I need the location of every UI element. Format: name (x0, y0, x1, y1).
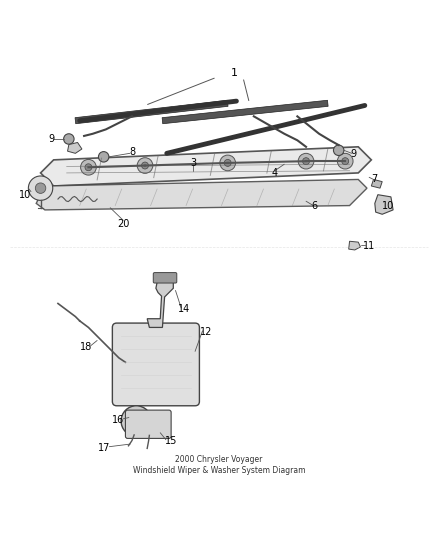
Text: 12: 12 (200, 327, 212, 337)
Text: 18: 18 (80, 342, 92, 352)
Circle shape (342, 158, 349, 165)
Circle shape (337, 154, 353, 169)
FancyBboxPatch shape (113, 323, 199, 406)
Polygon shape (36, 180, 367, 210)
Text: 8: 8 (129, 148, 135, 157)
Text: 1: 1 (231, 68, 238, 78)
Text: 14: 14 (178, 304, 190, 314)
Text: 4: 4 (272, 168, 278, 178)
Circle shape (220, 155, 236, 171)
Polygon shape (41, 147, 371, 186)
Text: 15: 15 (165, 437, 177, 447)
Text: 10: 10 (382, 201, 394, 212)
Text: 11: 11 (363, 240, 375, 251)
Text: 16: 16 (112, 415, 124, 425)
Text: 20: 20 (117, 219, 130, 229)
Circle shape (298, 154, 314, 169)
Circle shape (141, 162, 148, 169)
Circle shape (303, 158, 310, 165)
PathPatch shape (75, 100, 228, 124)
Polygon shape (147, 277, 173, 327)
Text: 9: 9 (351, 149, 357, 159)
Circle shape (333, 145, 344, 156)
Circle shape (64, 134, 74, 144)
Text: 3: 3 (190, 158, 196, 168)
PathPatch shape (162, 100, 328, 124)
Text: 17: 17 (98, 443, 110, 454)
Text: 7: 7 (372, 174, 378, 184)
Polygon shape (371, 180, 382, 188)
Circle shape (81, 159, 96, 175)
Text: 6: 6 (312, 201, 318, 212)
Polygon shape (375, 195, 393, 214)
Text: 10: 10 (19, 190, 32, 200)
Polygon shape (67, 142, 82, 154)
Text: 2000 Chrysler Voyager
Windshield Wiper & Washer System Diagram: 2000 Chrysler Voyager Windshield Wiper &… (133, 455, 305, 475)
Circle shape (137, 158, 153, 173)
Circle shape (85, 164, 92, 171)
Circle shape (28, 176, 53, 200)
FancyBboxPatch shape (153, 272, 177, 283)
Polygon shape (349, 241, 360, 250)
Text: 9: 9 (48, 134, 54, 144)
Circle shape (35, 183, 46, 193)
Circle shape (128, 413, 144, 429)
FancyBboxPatch shape (125, 410, 171, 439)
Circle shape (99, 151, 109, 162)
Circle shape (224, 159, 231, 166)
Circle shape (121, 406, 152, 436)
